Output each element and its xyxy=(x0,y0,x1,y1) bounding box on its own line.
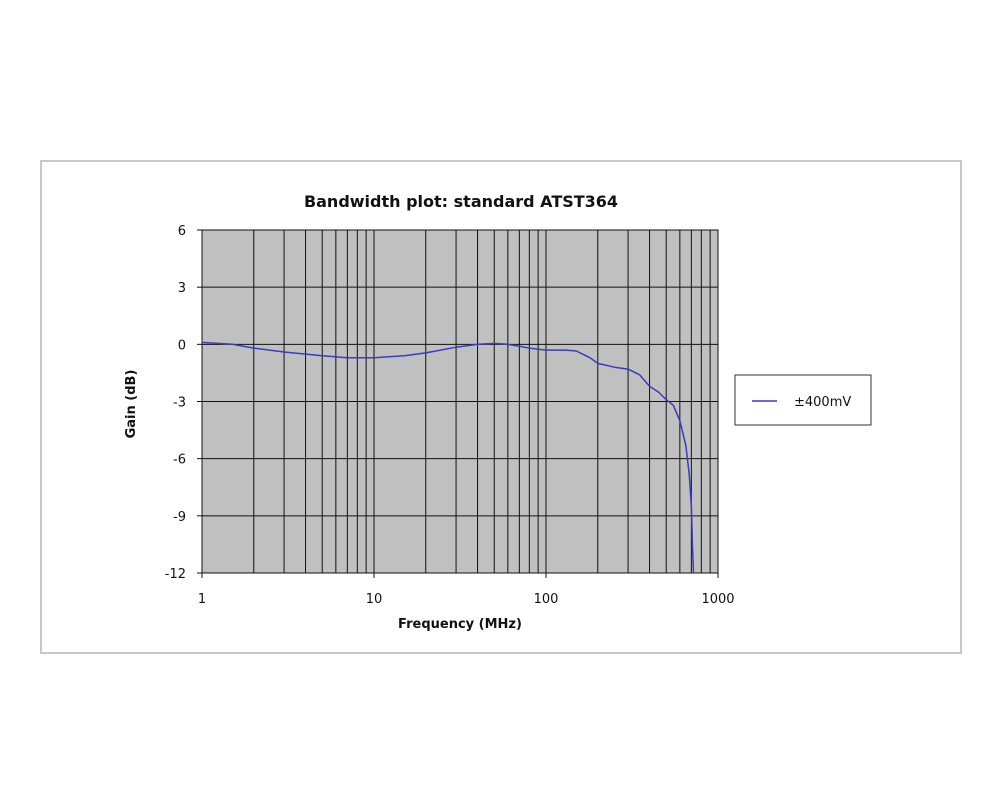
y-tick-label: -6 xyxy=(173,453,186,468)
y-tick-label: -12 xyxy=(165,567,186,582)
y-tick-label: 6 xyxy=(178,224,186,239)
x-axis-label: Frequency (MHz) xyxy=(398,617,522,632)
legend: ±400mV xyxy=(734,374,872,426)
legend-box xyxy=(734,374,872,426)
x-tick-label: 1 xyxy=(198,592,206,607)
y-tick-label: 3 xyxy=(178,281,186,296)
chart-frame: Bandwidth plot: standard ATST364 6 3 0 -3 -6… xyxy=(40,160,962,654)
y-tick-label: -9 xyxy=(173,510,186,525)
bandwidth-chart: Bandwidth plot: standard ATST364 6 3 0 -3 -6… xyxy=(124,192,872,632)
y-tick-label: 0 xyxy=(178,338,186,353)
series-line xyxy=(201,341,695,574)
chart-title: Bandwidth plot: standard ATST364 xyxy=(304,192,618,211)
y-axis-label: Gain (dB) xyxy=(124,370,139,439)
x-tick-label: 10 xyxy=(366,592,383,607)
y-tick-label: -3 xyxy=(173,396,186,411)
x-tick-label: 1000 xyxy=(701,592,734,607)
plot-area: 6 3 0 -3 -6 -9 -12 1 10 100 1000 xyxy=(165,224,735,607)
legend-label: ±400mV xyxy=(794,395,851,410)
x-tick-label: 100 xyxy=(534,592,559,607)
